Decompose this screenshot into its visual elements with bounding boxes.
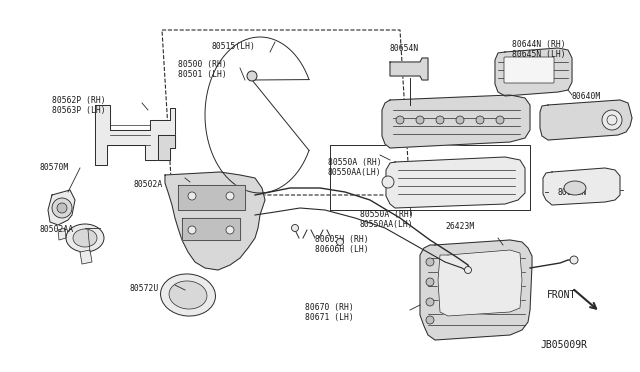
Polygon shape	[178, 185, 245, 210]
Text: 80502AA: 80502AA	[40, 225, 74, 234]
Text: 80550A (RH)
80550AA(LH): 80550A (RH) 80550AA(LH)	[328, 158, 381, 177]
Ellipse shape	[564, 181, 586, 195]
Circle shape	[426, 298, 434, 306]
Circle shape	[426, 316, 434, 324]
Text: 80670 (RH)
80671 (LH): 80670 (RH) 80671 (LH)	[305, 303, 354, 323]
FancyBboxPatch shape	[504, 57, 554, 83]
Polygon shape	[58, 228, 66, 240]
Circle shape	[476, 116, 484, 124]
Text: 80500 (RH)
80501 (LH): 80500 (RH) 80501 (LH)	[178, 60, 227, 79]
Circle shape	[496, 116, 504, 124]
Circle shape	[226, 192, 234, 200]
Circle shape	[52, 198, 72, 218]
Ellipse shape	[66, 224, 104, 252]
Polygon shape	[165, 172, 265, 270]
Polygon shape	[543, 168, 620, 205]
Ellipse shape	[161, 274, 216, 316]
Text: 80515(LH): 80515(LH)	[212, 42, 256, 51]
Text: 80644N (RH)
80645N (LH): 80644N (RH) 80645N (LH)	[512, 40, 566, 60]
Polygon shape	[80, 250, 92, 264]
Polygon shape	[48, 190, 75, 225]
Text: 80652N: 80652N	[558, 188, 588, 197]
Polygon shape	[95, 105, 175, 165]
Text: 26423M: 26423M	[445, 222, 474, 231]
Polygon shape	[182, 218, 240, 240]
Text: 80570M: 80570M	[40, 163, 69, 172]
Circle shape	[291, 224, 298, 231]
Circle shape	[247, 71, 257, 81]
Text: 80640M: 80640M	[572, 92, 601, 101]
Circle shape	[426, 278, 434, 286]
Text: 80502A: 80502A	[134, 180, 163, 189]
Circle shape	[465, 266, 472, 273]
Circle shape	[602, 110, 622, 130]
Polygon shape	[390, 58, 428, 80]
Circle shape	[226, 226, 234, 234]
Polygon shape	[382, 95, 530, 148]
Polygon shape	[420, 240, 532, 340]
Text: 80572U: 80572U	[130, 284, 159, 293]
Text: 80654N: 80654N	[390, 44, 419, 53]
Circle shape	[396, 116, 404, 124]
Text: 80562P (RH)
80563P (LH): 80562P (RH) 80563P (LH)	[52, 96, 106, 115]
Circle shape	[188, 192, 196, 200]
Text: 80550A (RH)
80550AA(LH): 80550A (RH) 80550AA(LH)	[360, 210, 413, 230]
Circle shape	[188, 226, 196, 234]
Text: JB05009R: JB05009R	[540, 340, 587, 350]
Circle shape	[456, 116, 464, 124]
Circle shape	[382, 176, 394, 188]
Text: FRONT: FRONT	[547, 290, 577, 300]
Ellipse shape	[169, 281, 207, 309]
Circle shape	[416, 116, 424, 124]
Circle shape	[436, 116, 444, 124]
Polygon shape	[158, 135, 175, 160]
Polygon shape	[540, 100, 632, 140]
Circle shape	[570, 256, 578, 264]
Circle shape	[57, 203, 67, 213]
Text: 80605H (RH)
80606H (LH): 80605H (RH) 80606H (LH)	[315, 235, 369, 254]
Polygon shape	[438, 250, 522, 316]
Polygon shape	[495, 48, 572, 96]
Circle shape	[426, 258, 434, 266]
Circle shape	[337, 238, 344, 246]
Polygon shape	[386, 157, 525, 208]
Ellipse shape	[73, 229, 97, 247]
